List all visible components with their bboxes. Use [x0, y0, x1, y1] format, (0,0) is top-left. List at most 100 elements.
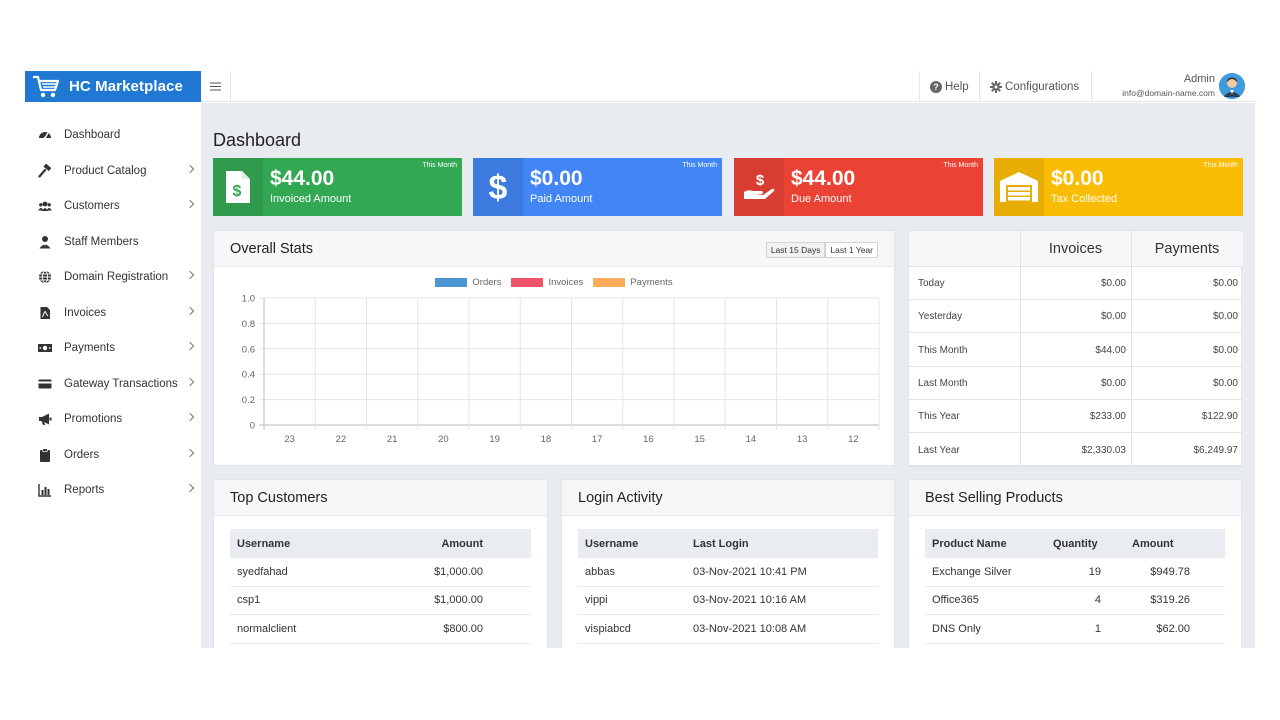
summary-invoices-value: $2,330.03 [1081, 444, 1127, 456]
brand-logo[interactable]: HC Marketplace [25, 71, 201, 102]
summary-row: Yesterday $0.00 $0.00 [909, 300, 1243, 334]
range-option-15-days[interactable]: Last 15 Days [765, 242, 826, 258]
summary-payments-value: $6,249.97 [1193, 444, 1239, 456]
legend-item-invoices[interactable]: Invoices [511, 277, 583, 288]
user-email: info@domain-name.com [1122, 88, 1215, 98]
hammer-icon [37, 164, 53, 178]
table-header: Username Last Login [578, 529, 878, 558]
summary-row-label: Yesterday [918, 311, 963, 323]
y-tick-label: 0.8 [242, 319, 255, 330]
sidebar-item-payments[interactable]: Payments [25, 331, 201, 365]
y-tick-label: 0.4 [242, 370, 255, 381]
table-row[interactable]: csp1 $1,000.00 [230, 587, 531, 615]
overall-stats-header: Overall Stats Last 15 Days Last 1 Year [214, 231, 894, 267]
app-window: HC Marketplace ? Help Configurations Adm… [25, 71, 1255, 648]
best-selling-panel: Best Selling Products Product Name Quant… [908, 479, 1242, 648]
summary-invoices-value: $0.00 [1100, 278, 1126, 289]
login-activity-header: Login Activity [562, 480, 894, 516]
summary-invoices-value: $44.00 [1095, 344, 1126, 356]
sidebar-item-customers[interactable]: Customers [25, 189, 201, 223]
user-info[interactable]: Admin info@domain-name.com [1122, 73, 1215, 98]
summary-header-payments: Payments [1131, 231, 1243, 267]
stat-card-paid[interactable]: $ $0.00 Paid Amount This Month [473, 158, 722, 216]
stat-value: $0.00 [1051, 167, 1104, 190]
summary-invoices-value: $0.00 [1100, 377, 1126, 389]
sidebar-item-staff-members[interactable]: Staff Members [25, 225, 201, 259]
legend-label: Orders [472, 277, 502, 288]
user-tie-icon [37, 235, 53, 249]
summary-row: Last Month $0.00 $0.00 [909, 367, 1243, 400]
range-option-1-year[interactable]: Last 1 Year [825, 242, 878, 258]
svg-text:$: $ [489, 170, 508, 204]
page-title: Dashboard [213, 130, 302, 150]
sidebar-item-promotions[interactable]: Promotions [25, 402, 201, 436]
top-bar: ? Help Configurations Admin info@domain-… [201, 71, 1255, 102]
panel-title: Overall Stats [230, 240, 313, 257]
stat-card-due[interactable]: $ $44.00 Due Amount This Month [734, 158, 983, 216]
table-row[interactable]: normalclient $800.00 [230, 615, 531, 644]
configurations-link[interactable]: Configurations [979, 71, 1089, 102]
sidebar-item-reports[interactable]: Reports [25, 473, 201, 507]
stat-card-tax[interactable]: $0.00 Tax Collected This Month [994, 158, 1243, 216]
sidebar-item-invoices[interactable]: Invoices [25, 296, 201, 330]
summary-row: This Month $44.00 $0.00 [909, 334, 1243, 367]
sidebar-item-dashboard[interactable]: Dashboard [25, 118, 201, 152]
top-customers-table: Username Amount syedfahad $1,000.00 csp1… [230, 529, 531, 644]
clipboard-icon [37, 448, 53, 462]
range-toggle: Last 15 Days Last 1 Year [765, 242, 878, 258]
summary-invoices-value: $233.00 [1089, 411, 1126, 423]
table-row[interactable]: vippi 03-Nov-2021 10:16 AM [578, 587, 878, 615]
chart-legend: Orders Invoices Payments [214, 277, 894, 288]
gear-icon [990, 80, 1002, 93]
sidebar-item-domain-registration[interactable]: Domain Registration [25, 260, 201, 294]
sidebar-item-product-catalog[interactable]: Product Catalog [25, 154, 201, 188]
y-tick-label: 0.2 [242, 395, 255, 406]
sidebar-item-gateway-transactions[interactable]: Gateway Transactions [25, 367, 201, 401]
stat-label: Invoiced Amount [270, 193, 352, 205]
x-tick-label: 23 [284, 434, 295, 445]
stat-card-invoiced[interactable]: $ $44.00 Invoiced Amount This Month [213, 158, 462, 216]
table-row[interactable]: Office365 4 $319.26 [925, 587, 1225, 615]
sidebar-item-orders[interactable]: Orders [25, 438, 201, 472]
stat-period: This Month [1203, 162, 1238, 169]
menu-toggle-button[interactable] [201, 71, 231, 102]
summary-row-label: Last Month [918, 377, 968, 389]
table-row[interactable]: abbas 03-Nov-2021 10:41 PM [578, 558, 878, 587]
chevron-right-icon [185, 448, 195, 458]
x-tick-label: 12 [848, 434, 859, 445]
summary-header-invoices: Invoices [1020, 231, 1131, 267]
chevron-right-icon [185, 341, 195, 351]
stat-value: $44.00 [791, 167, 856, 190]
top-customers-panel: Top Customers Username Amount syedfahad … [213, 479, 548, 648]
overall-stats-panel: Overall Stats Last 15 Days Last 1 Year O… [213, 230, 895, 466]
brand-name: HC Marketplace [69, 78, 183, 95]
chevron-right-icon [185, 164, 195, 174]
table-row[interactable]: syedfahad $1,000.00 [230, 558, 531, 587]
summary-payments-value: $122.90 [1201, 411, 1238, 423]
summary-invoices-value: $0.00 [1100, 311, 1126, 323]
svg-text:?: ? [933, 82, 939, 92]
legend-label: Invoices [548, 277, 584, 288]
chevron-right-icon [185, 377, 195, 387]
stat-period: This Month [422, 162, 457, 169]
file-pdf-icon [37, 306, 53, 320]
chevron-right-icon [185, 270, 195, 280]
x-tick-label: 22 [336, 434, 347, 445]
summary-payments-value: $0.00 [1212, 377, 1238, 389]
dollar-icon: $ [473, 158, 523, 216]
table-row[interactable]: DNS Only 1 $62.00 [925, 615, 1225, 644]
panel-title: Top Customers [230, 489, 328, 506]
money-bill-icon [37, 341, 53, 355]
legend-item-payments[interactable]: Payments [593, 277, 673, 288]
summary-row: Today $0.00 $0.00 [909, 267, 1243, 300]
chevron-right-icon [185, 199, 195, 209]
summary-row-label: Today [918, 278, 945, 289]
summary-row-label: Last Year [918, 444, 960, 456]
x-tick-label: 21 [387, 434, 398, 445]
dashboard-icon [37, 128, 53, 142]
table-row[interactable]: vispiabcd 03-Nov-2021 10:08 AM [578, 615, 878, 644]
legend-item-orders[interactable]: Orders [435, 277, 501, 288]
help-link[interactable]: ? Help [919, 71, 979, 102]
table-row[interactable]: Exchange Silver 19 $949.78 [925, 558, 1225, 587]
avatar[interactable] [1219, 73, 1245, 99]
